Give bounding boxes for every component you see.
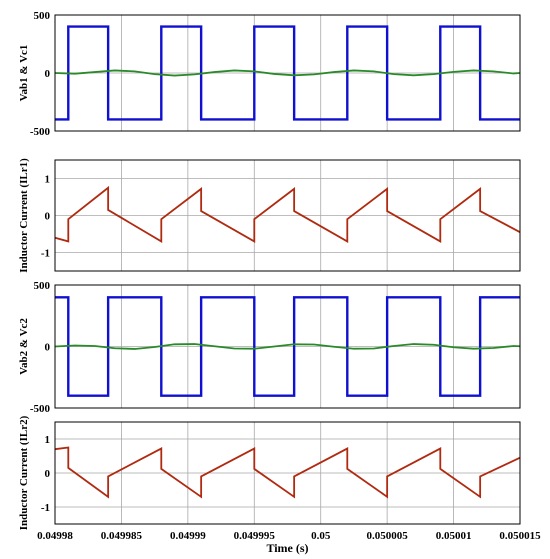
subplot-3: -500 0 500 Vab2 & Vc2 <box>18 280 521 415</box>
y-tick-label: -500 <box>30 403 51 415</box>
series-line-1-2 <box>54 69 521 77</box>
y-tick-label: 500 <box>34 10 51 22</box>
y-axis-label: Inductor Current (ILr1) <box>18 158 30 273</box>
plot-frame <box>54 284 521 409</box>
series-line-4-1 <box>54 446 521 499</box>
y-tick-label: -500 <box>30 126 51 138</box>
y-tick-label: 0 <box>45 211 51 223</box>
x-tick-label: 0.04999 <box>170 530 206 542</box>
y-tick-label: -1 <box>41 248 50 260</box>
y-tick-label: 1 <box>45 434 51 446</box>
y-tick-label: 500 <box>34 280 51 292</box>
x-tick-label: 0.05 <box>311 530 331 542</box>
y-tick-label: 1 <box>45 174 51 186</box>
x-axis-label: Time (s) <box>266 541 308 555</box>
y-tick-label: -1 <box>41 502 50 514</box>
x-tick-label: 0.050015 <box>499 530 541 542</box>
series-line-3-2 <box>54 343 521 350</box>
series-line-2-1 <box>54 185 521 243</box>
x-tick-label: 0.049985 <box>101 530 143 542</box>
x-tick-label: 0.049995 <box>234 530 276 542</box>
x-tick-label: 0.04998 <box>37 530 73 542</box>
x-tick-label: 0.05001 <box>436 530 472 542</box>
plot-frame <box>54 159 521 272</box>
x-tick-label: 0.050005 <box>367 530 409 542</box>
subplot-2: -1 0 1 Inductor Current (ILr1) <box>18 158 521 273</box>
y-tick-label: 0 <box>45 342 51 354</box>
subplot-1: -500 0 500 Vab1 & Vc1 <box>18 10 521 138</box>
y-tick-label: 0 <box>45 68 51 80</box>
y-axis-label: Vab2 & Vc2 <box>18 318 30 375</box>
plot-frame <box>54 421 521 525</box>
plot-frame <box>54 14 521 132</box>
subplot-4: -1 0 1 Inductor Current (ILr2) <box>18 415 521 530</box>
y-axis-label: Vab1 & Vc1 <box>18 45 30 102</box>
y-axis-label: Inductor Current (ILr2) <box>18 415 30 530</box>
y-tick-label: 0 <box>45 468 51 480</box>
